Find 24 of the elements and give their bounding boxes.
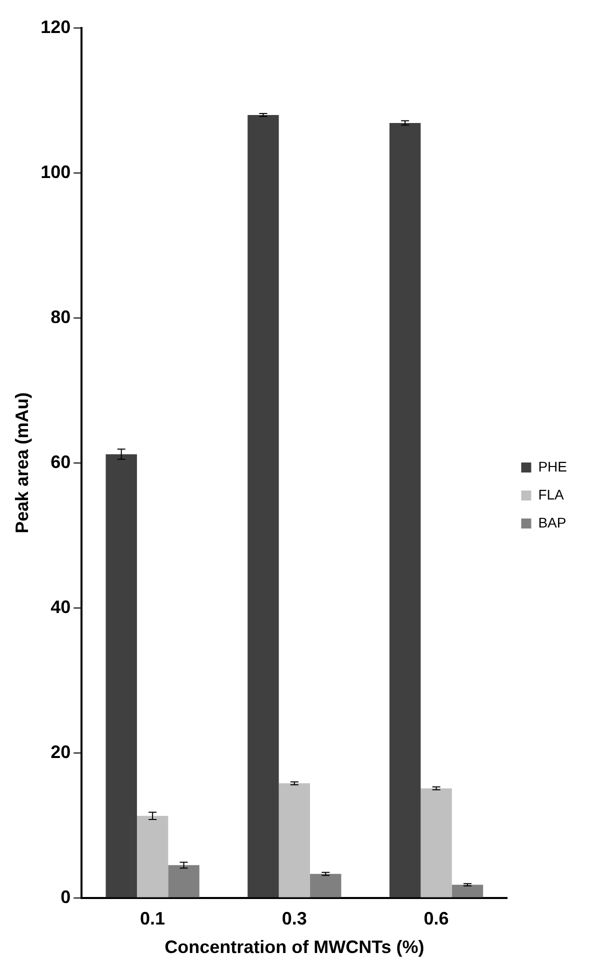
bar: [389, 122, 421, 898]
legend-label: FLA: [538, 486, 565, 502]
y-tick-label: 80: [50, 306, 71, 327]
legend-label: PHE: [538, 458, 568, 474]
y-axis-title: Peak area (mAu): [12, 392, 32, 534]
bar: [278, 783, 310, 898]
bar: [310, 874, 342, 898]
x-tick-label: 0.3: [282, 908, 307, 929]
x-tick-label: 0.1: [140, 908, 166, 929]
x-axis-title: Concentration of MWCNTs (%): [164, 937, 424, 958]
legend-label: BAP: [538, 514, 566, 530]
bar: [168, 865, 200, 898]
bar: [106, 454, 137, 898]
bar: [248, 114, 279, 898]
x-tick-label: 0.6: [424, 908, 449, 929]
bar: [136, 816, 168, 898]
y-tick-label: 20: [50, 742, 71, 762]
y-tick-label: 40: [50, 596, 71, 617]
y-tick-label: 120: [40, 16, 71, 37]
y-tick-label: 60: [50, 452, 71, 472]
y-tick-label: 100: [40, 162, 71, 182]
y-tick-label: 0: [60, 886, 71, 907]
bar: [420, 788, 452, 898]
bar: [452, 884, 484, 898]
